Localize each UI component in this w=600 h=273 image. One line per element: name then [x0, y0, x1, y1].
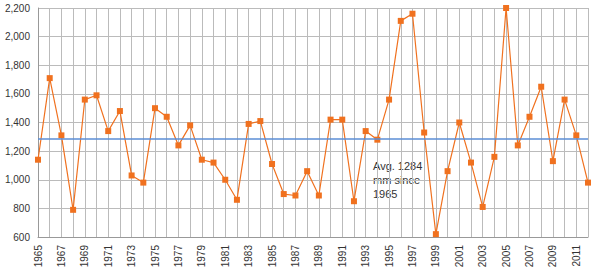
- svg-text:1983: 1983: [243, 245, 254, 268]
- svg-text:Avg. 1284: Avg. 1284: [373, 160, 422, 172]
- svg-text:1977: 1977: [173, 245, 184, 268]
- svg-text:2011: 2011: [571, 245, 582, 267]
- svg-text:1973: 1973: [126, 245, 137, 268]
- svg-text:1987: 1987: [290, 245, 301, 268]
- svg-text:2,000: 2,000: [5, 31, 30, 42]
- svg-text:1997: 1997: [407, 245, 418, 268]
- svg-text:800: 800: [13, 203, 30, 214]
- svg-text:1989: 1989: [313, 245, 324, 268]
- svg-text:1,800: 1,800: [5, 60, 30, 71]
- svg-text:2009: 2009: [547, 245, 558, 268]
- svg-text:600: 600: [13, 232, 30, 243]
- svg-text:1981: 1981: [220, 245, 231, 268]
- svg-text:1,000: 1,000: [5, 174, 30, 185]
- svg-text:1965: 1965: [33, 245, 44, 268]
- svg-text:1969: 1969: [79, 245, 90, 268]
- svg-text:2007: 2007: [524, 245, 535, 268]
- svg-text:2005: 2005: [501, 245, 512, 268]
- svg-text:1999: 1999: [430, 245, 441, 268]
- svg-text:1965: 1965: [373, 188, 397, 200]
- svg-text:1995: 1995: [384, 245, 395, 268]
- svg-text:1,400: 1,400: [5, 117, 30, 128]
- svg-text:1991: 1991: [337, 245, 348, 268]
- svg-text:1979: 1979: [196, 245, 207, 268]
- svg-text:1,200: 1,200: [5, 146, 30, 157]
- svg-text:2,200: 2,200: [5, 3, 30, 14]
- svg-text:1971: 1971: [103, 245, 114, 268]
- svg-text:1993: 1993: [360, 245, 371, 268]
- svg-text:2001: 2001: [454, 245, 465, 268]
- svg-text:mm since: mm since: [373, 174, 421, 186]
- svg-text:1975: 1975: [150, 245, 161, 268]
- svg-text:1967: 1967: [56, 245, 67, 268]
- svg-text:1,600: 1,600: [5, 88, 30, 99]
- svg-text:1985: 1985: [267, 245, 278, 268]
- svg-text:2003: 2003: [477, 245, 488, 268]
